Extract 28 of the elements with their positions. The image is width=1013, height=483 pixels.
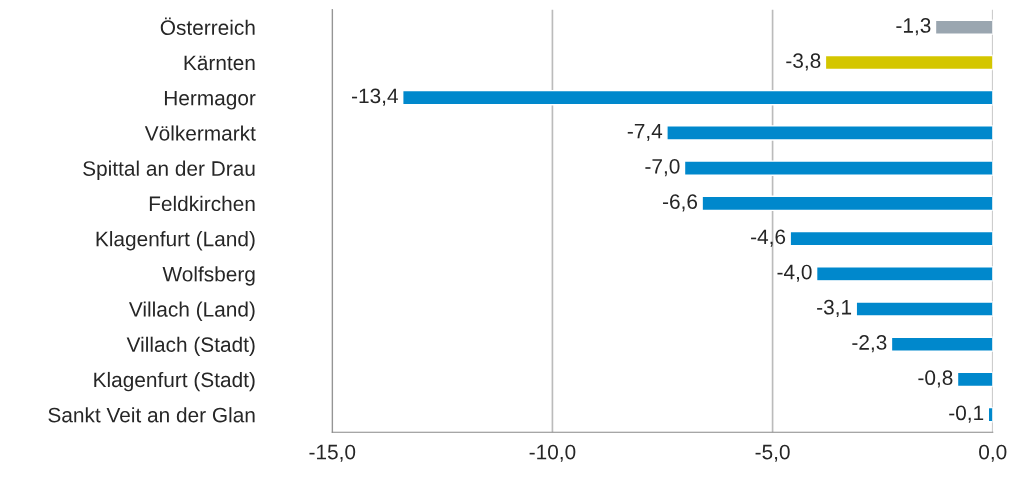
data-label: -0,1 [949,405,984,423]
x-tick-label: -15,0 [309,444,356,462]
data-label: -7,4 [627,123,663,141]
y-tick-label: Villach (Stadt) [126,336,255,357]
x-tick-label: 0,0 [979,444,1007,462]
x-tick-label: -5,0 [755,444,790,462]
y-tick-label: Feldkirchen [149,195,255,212]
data-label: -3,8 [786,53,821,71]
y-tick-label: Österreich [160,17,255,36]
y-tick-label: Wolfsberg [162,266,255,286]
y-tick-label: Spittal an der Drau [83,160,255,181]
x-tick-label: -10,0 [529,444,576,462]
data-label: -0,8 [918,370,953,388]
y-tick-label: Sankt Veit an der Glan [48,407,255,423]
data-label: -4,0 [777,264,812,282]
y-tick-label: Hermagor [164,90,256,110]
data-label: -7,0 [645,158,680,177]
data-label: -6,6 [662,194,698,212]
y-tick-label: Völkermarkt [144,125,256,141]
data-label: -13,4 [351,88,398,106]
y-tick-label: Klagenfurt (Land) [96,231,255,251]
data-label: -2,3 [852,335,887,353]
y-tick-label: Klagenfurt (Stadt) [94,371,255,392]
data-label: -4,6 [751,229,786,247]
data-label: -3,1 [817,299,852,318]
data-label: -1,3 [896,18,931,36]
y-tick-label: Kärnten [184,55,255,71]
y-tick-label: Villach (Land) [128,301,255,321]
